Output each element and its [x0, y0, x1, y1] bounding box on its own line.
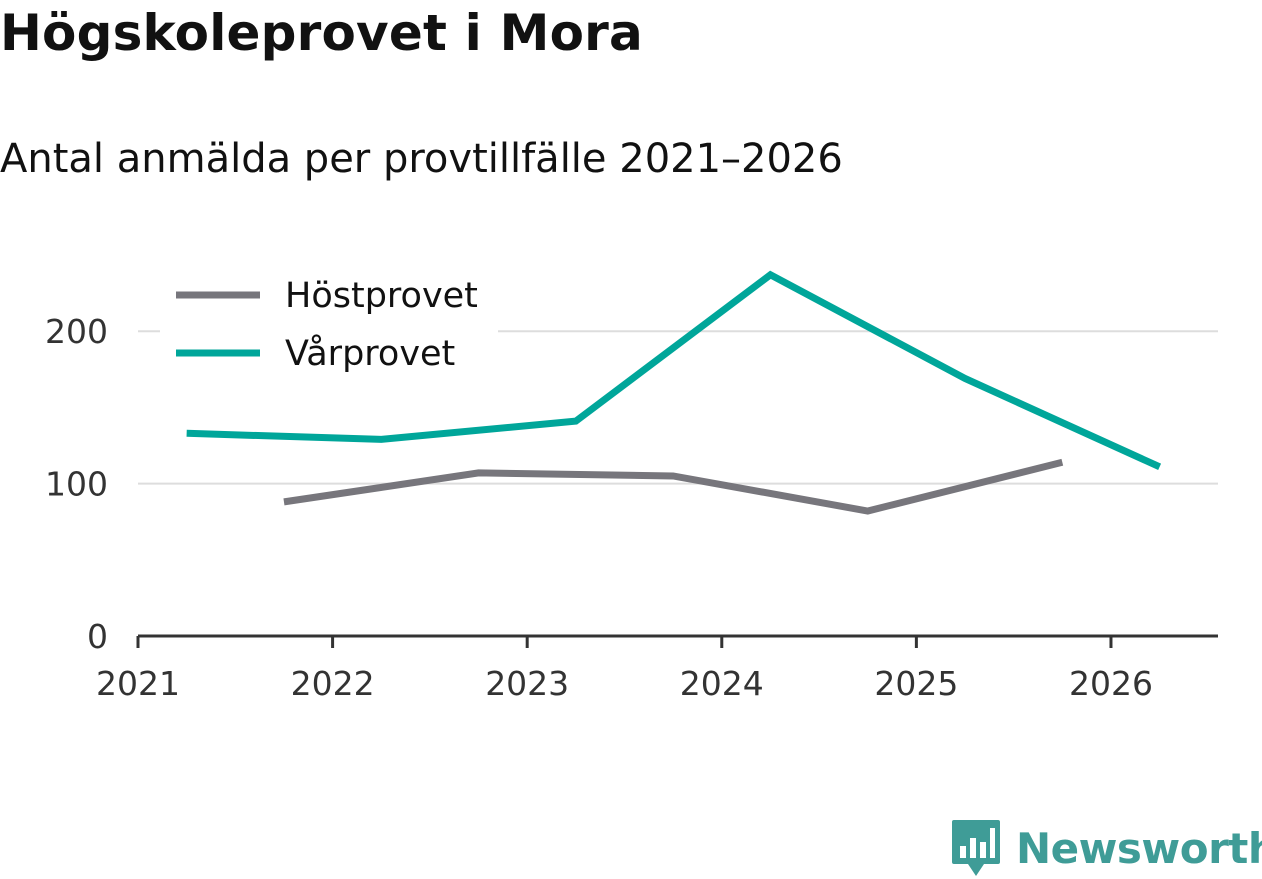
brand-name: Newsworthy [1016, 823, 1262, 873]
chart-title: Högskoleprovet i Mora [0, 4, 643, 62]
series-line-hostprovet [283, 458, 1064, 515]
series-line-varprovet [186, 270, 1162, 471]
legend: Höstprovet Vårprovet [160, 266, 498, 378]
legend-label-hostprovet: Höstprovet [285, 276, 478, 316]
x-tick-label-2022: 2022 [291, 664, 375, 703]
x-tick-label-2023: 2023 [485, 664, 569, 703]
legend-background [160, 266, 498, 378]
x-tick-label-2025: 2025 [874, 664, 958, 703]
y-tick-label-200: 200 [45, 312, 108, 351]
x-axis [136, 634, 1218, 648]
x-tick-label-2021: 2021 [96, 664, 180, 703]
newsworthy-logo: Newsworthy [950, 818, 1262, 878]
y-tick-label-100: 100 [45, 465, 108, 504]
y-axis-labels: 0 100 200 [45, 312, 108, 656]
series-lines [186, 270, 1162, 515]
chart-subtitle: Antal anmälda per provtillfälle 2021–202… [0, 136, 843, 182]
x-tick-label-2026: 2026 [1069, 664, 1153, 703]
x-tick-label-2024: 2024 [680, 664, 764, 703]
legend-label-varprovet: Vårprovet [285, 333, 455, 374]
bar-chart-bubble-icon [952, 820, 1000, 876]
x-axis-labels: 2021 2022 2023 2024 2025 2026 [96, 664, 1153, 703]
y-tick-label-0: 0 [87, 617, 108, 656]
